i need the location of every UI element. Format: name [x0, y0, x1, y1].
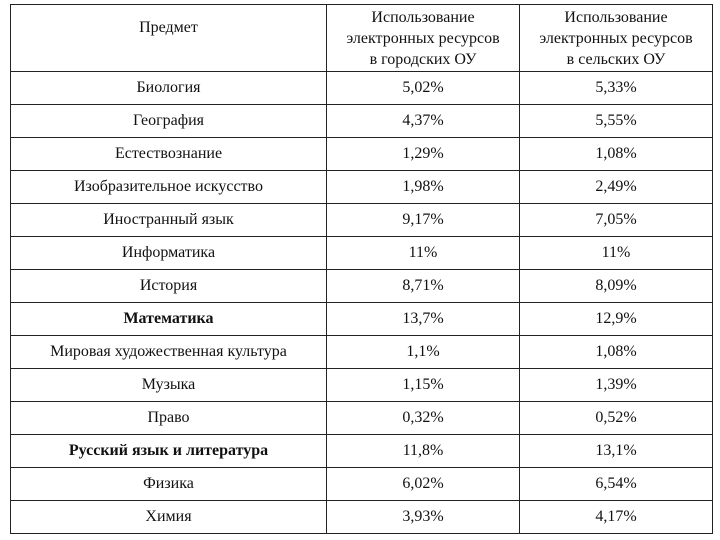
cell-subject: География: [10, 104, 327, 138]
header-rural-line: электронных ресурсов: [539, 29, 693, 47]
cell-rural: 12,9%: [519, 302, 713, 336]
cell-subject: Биология: [10, 71, 327, 105]
cell-urban: 3,93%: [326, 500, 520, 534]
cell-subject: Информатика: [10, 236, 327, 270]
cell-urban: 1,98%: [326, 170, 520, 204]
table-row: Русский язык и литература 11,8% 13,1%: [10, 434, 713, 468]
cell-subject: Музыка: [10, 368, 327, 402]
cell-subject: Естествознание: [10, 137, 327, 171]
cell-rural: 7,05%: [519, 203, 713, 237]
table-row: История 8,71% 8,09%: [10, 269, 713, 303]
table-row: Химия 3,93% 4,17%: [10, 500, 713, 534]
cell-urban: 8,71%: [326, 269, 520, 303]
cell-urban: 11%: [326, 236, 520, 270]
document-sheet: Предмет Использование электронных ресурс…: [10, 4, 713, 534]
cell-subject: Химия: [10, 500, 327, 534]
header-rural: Использование электронных ресурсов в сел…: [519, 4, 713, 72]
cell-urban: 1,1%: [326, 335, 520, 369]
table-body: Биология 5,02% 5,33% География 4,37% 5,5…: [10, 71, 713, 534]
cell-urban: 1,15%: [326, 368, 520, 402]
cell-rural: 8,09%: [519, 269, 713, 303]
cell-rural: 5,55%: [519, 104, 713, 138]
table-row: Естествознание 1,29% 1,08%: [10, 137, 713, 171]
cell-rural: 13,1%: [519, 434, 713, 468]
table-row: Право 0,32% 0,52%: [10, 401, 713, 435]
cell-subject: Мировая художественная культура: [10, 335, 327, 369]
header-urban-line: в городских ОУ: [369, 50, 477, 68]
header-subject: Предмет: [10, 4, 327, 72]
cell-urban: 6,02%: [326, 467, 520, 501]
header-urban-line: Использование: [371, 8, 475, 26]
cell-subject: Математика: [10, 302, 327, 336]
cell-rural: 0,52%: [519, 401, 713, 435]
cell-rural: 6,54%: [519, 467, 713, 501]
cell-urban: 0,32%: [326, 401, 520, 435]
table-header-row: Предмет Использование электронных ресурс…: [10, 4, 713, 72]
header-urban-line: электронных ресурсов: [346, 29, 500, 47]
cell-urban: 11,8%: [326, 434, 520, 468]
cell-urban: 1,29%: [326, 137, 520, 171]
cell-urban: 13,7%: [326, 302, 520, 336]
table-row: Иностранный язык 9,17% 7,05%: [10, 203, 713, 237]
cell-rural: 1,08%: [519, 137, 713, 171]
table-row: Математика 13,7% 12,9%: [10, 302, 713, 336]
cell-urban: 9,17%: [326, 203, 520, 237]
table-row: География 4,37% 5,55%: [10, 104, 713, 138]
cell-urban: 4,37%: [326, 104, 520, 138]
cell-subject: Иностранный язык: [10, 203, 327, 237]
cell-rural: 1,39%: [519, 368, 713, 402]
cell-subject: Русский язык и литература: [10, 434, 327, 468]
header-urban: Использование электронных ресурсов в гор…: [326, 4, 520, 72]
cell-rural: 5,33%: [519, 71, 713, 105]
resource-usage-table: Предмет Использование электронных ресурс…: [10, 4, 713, 534]
table-row: Физика 6,02% 6,54%: [10, 467, 713, 501]
header-rural-line: в сельских ОУ: [566, 50, 666, 68]
table-row: Биология 5,02% 5,33%: [10, 71, 713, 105]
header-rural-line: Использование: [564, 8, 668, 26]
cell-subject: Физика: [10, 467, 327, 501]
table-row: Информатика 11% 11%: [10, 236, 713, 270]
cell-subject: Изобразительное искусство: [10, 170, 327, 204]
cell-rural: 11%: [519, 236, 713, 270]
cell-subject: История: [10, 269, 327, 303]
cell-rural: 1,08%: [519, 335, 713, 369]
cell-subject: Право: [10, 401, 327, 435]
cell-rural: 2,49%: [519, 170, 713, 204]
table-row: Мировая художественная культура 1,1% 1,0…: [10, 335, 713, 369]
table-row: Изобразительное искусство 1,98% 2,49%: [10, 170, 713, 204]
table-row: Музыка 1,15% 1,39%: [10, 368, 713, 402]
cell-urban: 5,02%: [326, 71, 520, 105]
cell-rural: 4,17%: [519, 500, 713, 534]
